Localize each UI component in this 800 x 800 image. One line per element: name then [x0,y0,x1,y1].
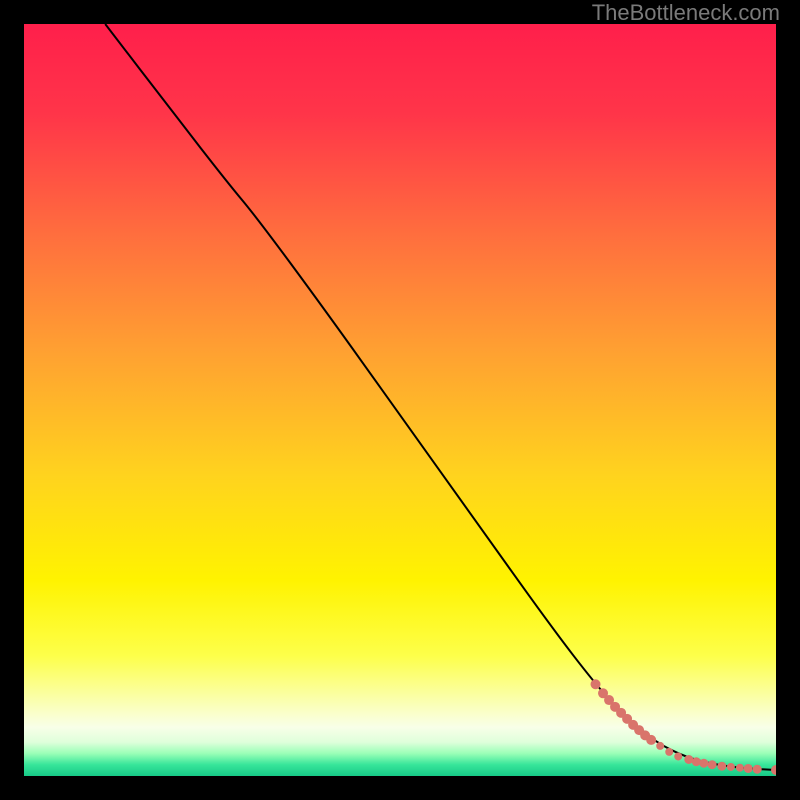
chart-svg [24,24,776,776]
data-marker [753,765,762,774]
chart-background [24,24,776,776]
data-marker [727,763,735,771]
data-marker [646,735,656,745]
data-marker [665,748,673,756]
data-marker [656,742,664,750]
data-marker [591,679,601,689]
data-marker [699,759,708,768]
chart-area [24,24,776,776]
data-marker [674,752,682,760]
data-marker [744,764,753,773]
attribution-label: TheBottleneck.com [592,0,780,26]
data-marker [708,760,717,769]
data-marker [717,762,726,771]
data-marker [692,757,701,766]
data-marker [736,764,744,772]
